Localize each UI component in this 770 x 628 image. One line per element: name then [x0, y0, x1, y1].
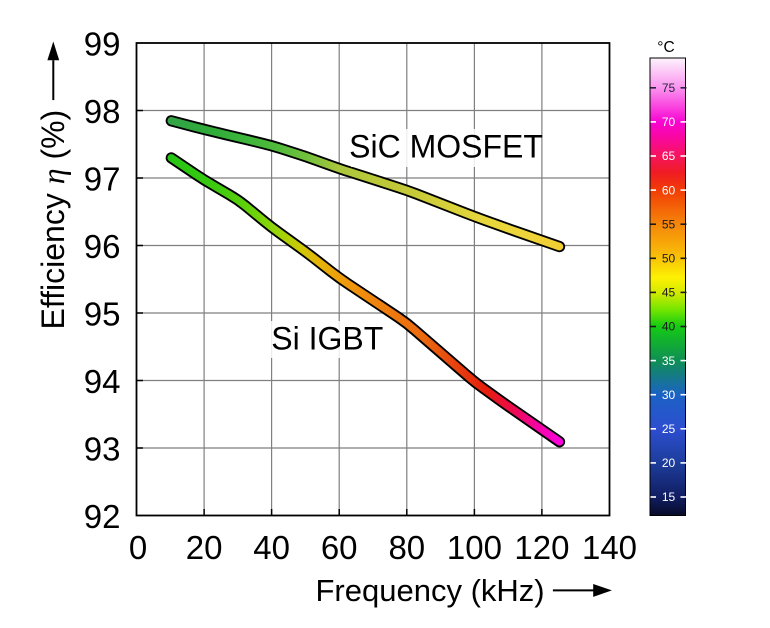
svg-text:°C: °C [657, 39, 674, 56]
svg-text:97: 97 [84, 160, 121, 197]
svg-text:93: 93 [84, 430, 121, 467]
svg-text:15: 15 [662, 490, 676, 504]
svg-text:40: 40 [253, 529, 290, 566]
svg-text:35: 35 [662, 354, 676, 368]
svg-text:Efficiency η (%): Efficiency η (%) [35, 110, 71, 330]
svg-text:45: 45 [662, 286, 676, 300]
svg-text:75: 75 [662, 81, 676, 95]
svg-text:99: 99 [84, 25, 121, 62]
svg-text:100: 100 [447, 529, 502, 566]
svg-text:60: 60 [662, 183, 676, 197]
svg-text:70: 70 [662, 115, 676, 129]
svg-text:25: 25 [662, 422, 676, 436]
svg-text:0: 0 [129, 529, 147, 566]
svg-text:60: 60 [321, 529, 358, 566]
svg-text:96: 96 [84, 228, 121, 265]
svg-text:140: 140 [582, 529, 637, 566]
svg-text:98: 98 [84, 93, 121, 130]
svg-text:120: 120 [514, 529, 569, 566]
svg-text:65: 65 [662, 149, 676, 163]
svg-text:Frequency (kHz): Frequency (kHz) [316, 573, 545, 608]
svg-text:20: 20 [186, 529, 223, 566]
svg-text:80: 80 [388, 529, 425, 566]
svg-text:95: 95 [84, 295, 121, 332]
svg-text:50: 50 [662, 252, 676, 266]
svg-text:55: 55 [662, 217, 676, 231]
svg-text:20: 20 [662, 456, 676, 470]
svg-text:SiC MOSFET: SiC MOSFET [349, 128, 543, 164]
svg-text:92: 92 [84, 498, 121, 535]
svg-text:40: 40 [662, 320, 676, 334]
svg-text:Si IGBT: Si IGBT [271, 321, 383, 357]
svg-text:94: 94 [84, 363, 121, 400]
svg-text:30: 30 [662, 388, 676, 402]
